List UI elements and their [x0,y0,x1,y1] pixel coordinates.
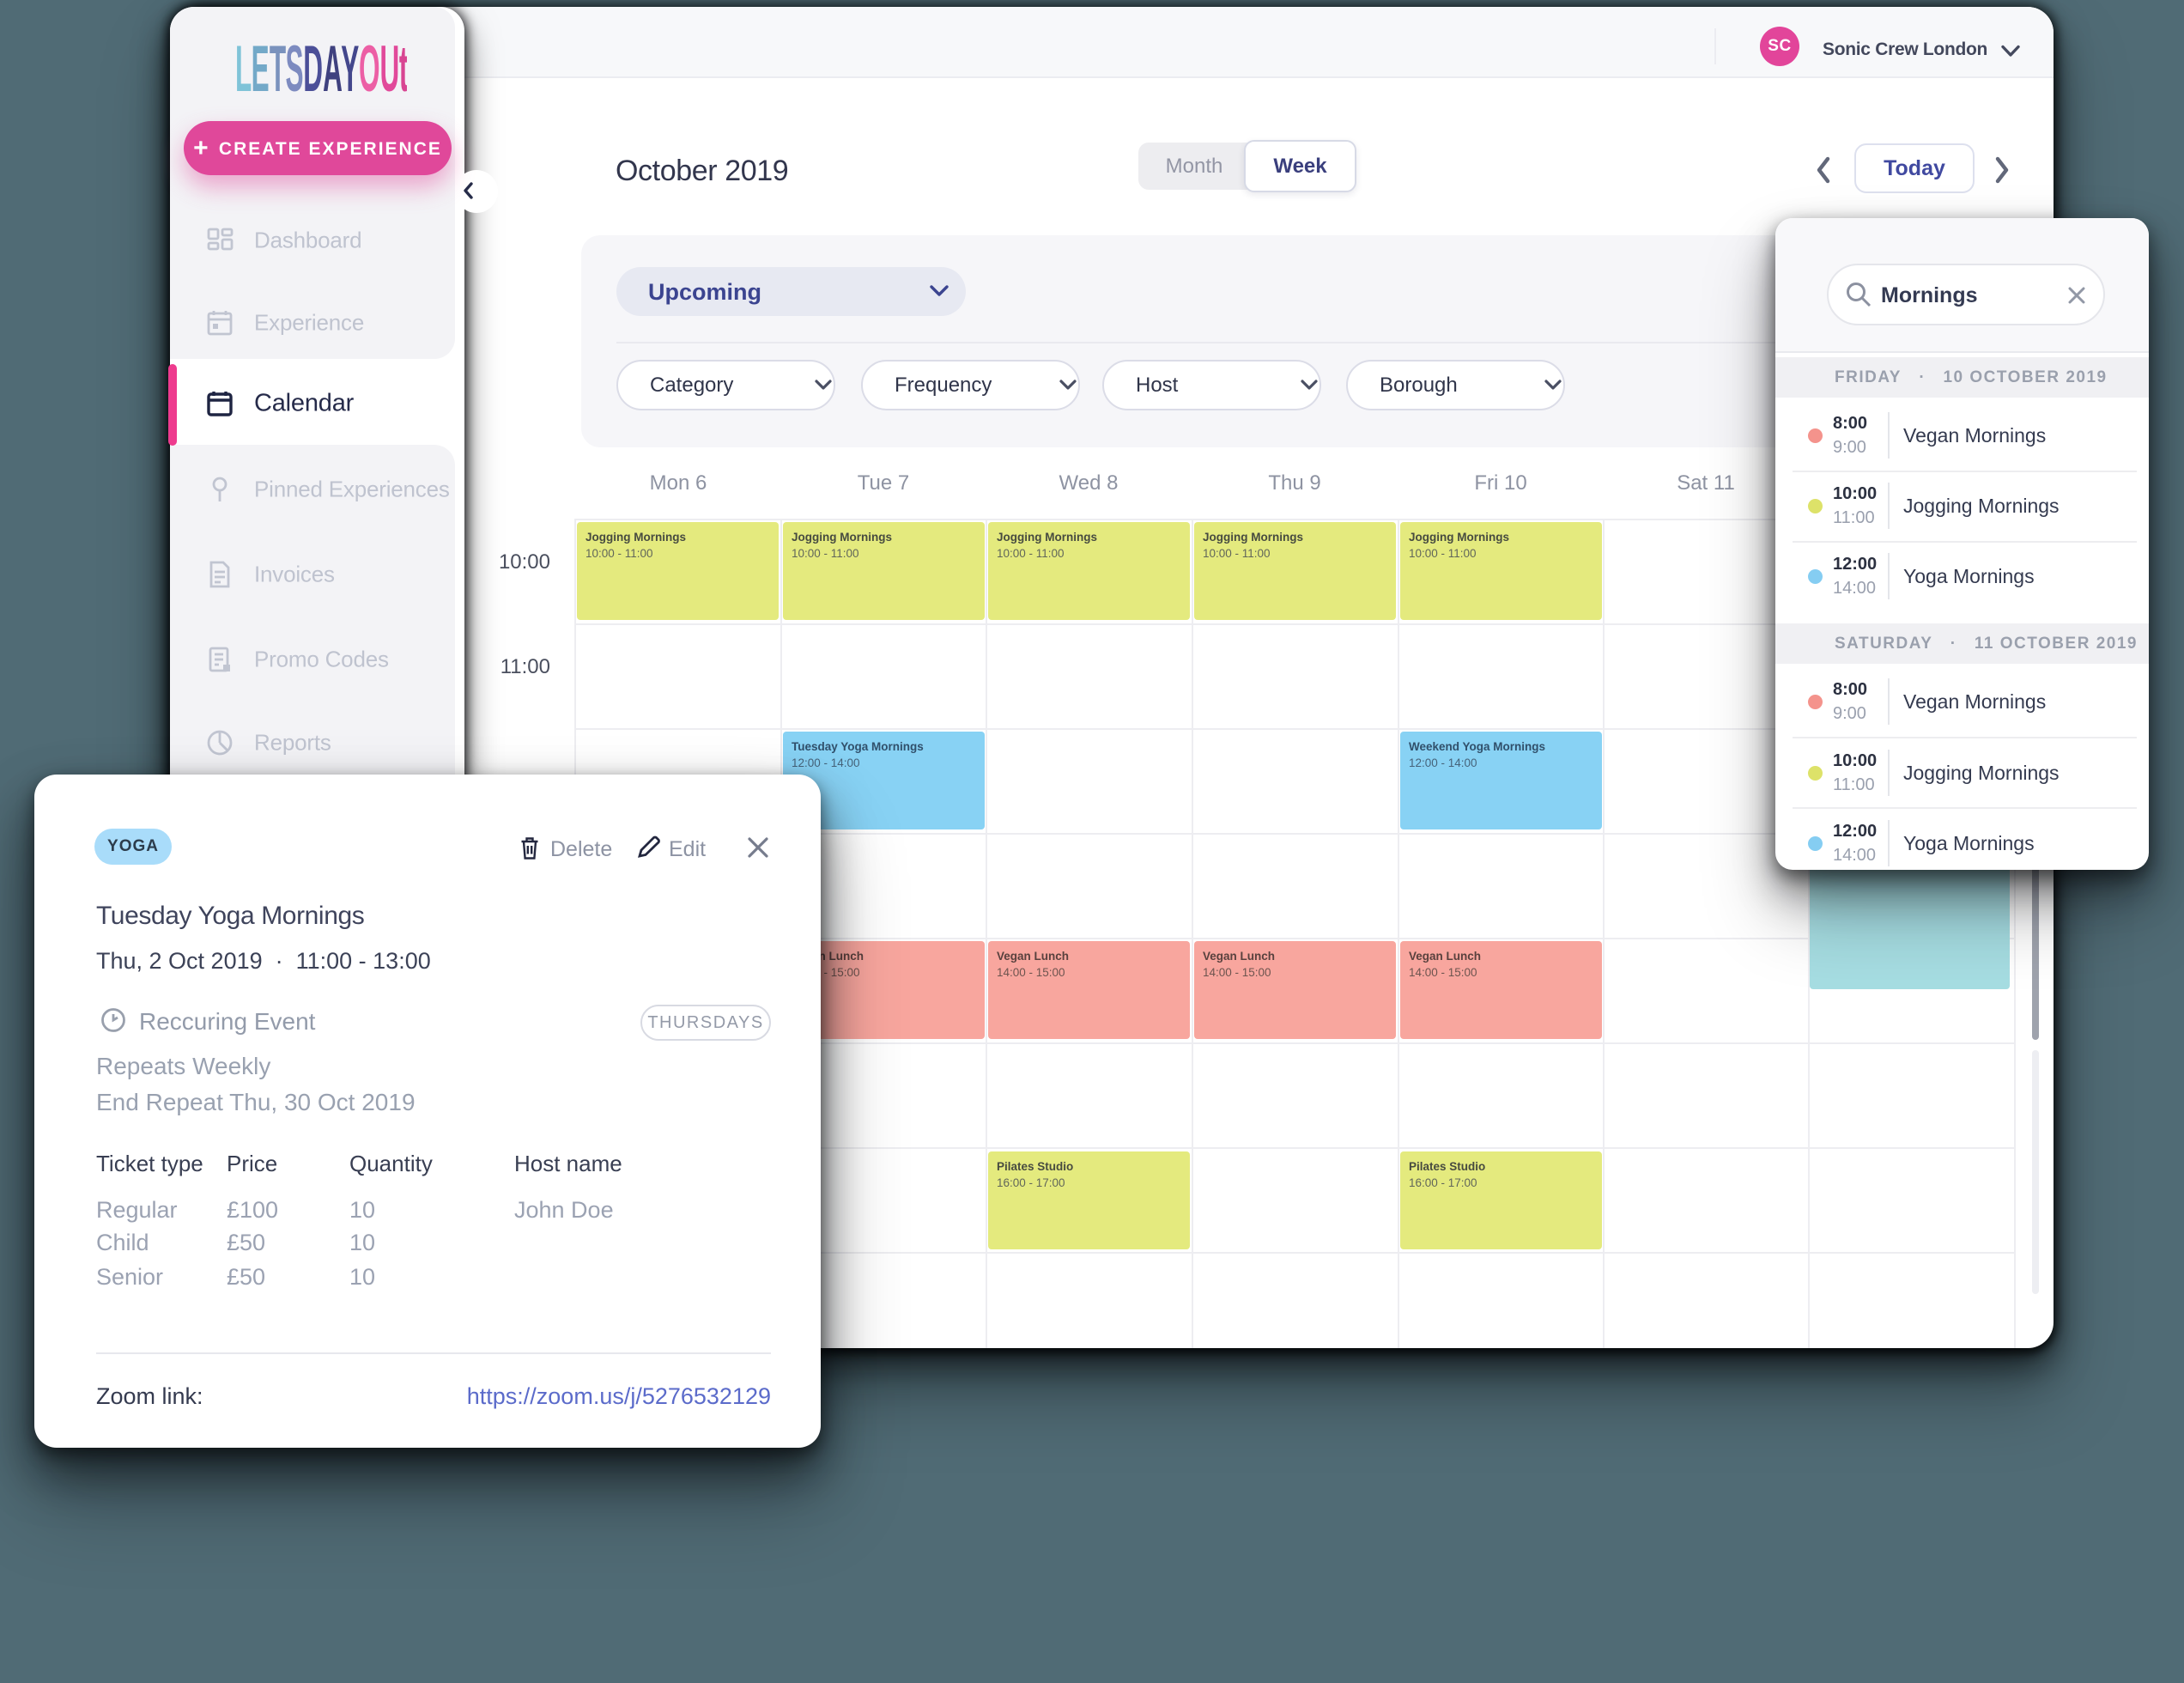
svg-text:U: U [379,36,399,101]
svg-text:D: D [303,36,323,101]
svg-text:T: T [270,36,286,101]
svg-text:Y: Y [341,36,359,101]
svg-text:S: S [286,36,304,101]
svg-text:A: A [323,36,343,101]
svg-text:L: L [235,36,252,101]
svg-text:O: O [359,36,380,101]
svg-text:E: E [252,36,270,101]
svg-text:t: t [399,36,407,101]
